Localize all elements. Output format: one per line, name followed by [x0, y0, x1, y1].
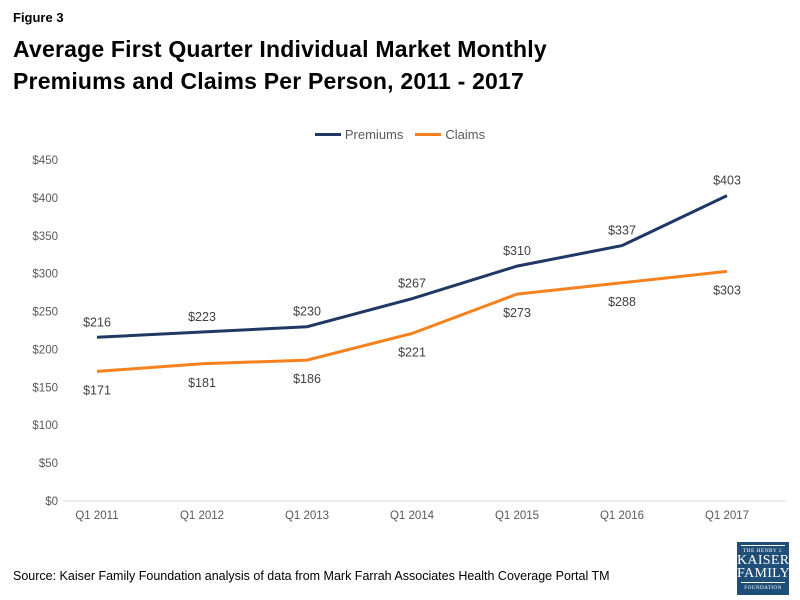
- data-label-claims: $186: [293, 372, 321, 386]
- y-tick-label: $300: [32, 269, 58, 281]
- x-tick-label: Q1 2017: [705, 510, 749, 522]
- x-tick-label: Q1 2015: [495, 510, 539, 522]
- data-label-premiums: $230: [293, 305, 321, 319]
- kff-logo: THE HENRY J. KAISER FAMILY FOUNDATION: [737, 542, 791, 595]
- figure-number: Figure 3: [13, 10, 64, 25]
- claims-line-swatch: [415, 133, 442, 136]
- y-tick-label: $100: [32, 420, 58, 432]
- legend-label-premiums: Premiums: [344, 127, 404, 142]
- data-label-claims: $221: [398, 346, 426, 360]
- y-tick-label: $350: [32, 231, 58, 243]
- data-label-claims: $181: [188, 376, 216, 390]
- logo-top-text: THE HENRY J.: [741, 545, 785, 554]
- data-label-claims: $171: [83, 383, 111, 397]
- y-tick-label: $150: [32, 382, 58, 394]
- data-label-premiums: $216: [83, 315, 111, 329]
- data-label-claims: $288: [608, 295, 636, 309]
- series-line-claims: [96, 269, 728, 373]
- legend-item-premiums: Premiums: [314, 127, 404, 142]
- data-label-premiums: $267: [398, 277, 426, 291]
- data-label-premiums: $310: [503, 244, 531, 258]
- data-label-claims: $273: [503, 306, 531, 320]
- x-tick-label: Q1 2014: [390, 510, 435, 522]
- legend-item-claims: Claims: [415, 127, 485, 142]
- y-tick-label: $0: [45, 496, 58, 508]
- premiums-line-swatch: [314, 133, 341, 136]
- legend-label-claims: Claims: [445, 127, 486, 142]
- chart-legend: Premiums Claims: [0, 127, 800, 142]
- y-tick-label: $250: [32, 307, 58, 319]
- source-note: Source: Kaiser Family Foundation analysi…: [13, 569, 610, 583]
- chart-title-line-2: Premiums and Claims Per Person, 2011 - 2…: [13, 68, 525, 94]
- y-tick-label: $50: [39, 458, 58, 470]
- chart-title: Average First Quarter Individual Market …: [13, 33, 547, 97]
- y-tick-label: $400: [32, 193, 58, 205]
- chart-svg: $0 $50 $100 $150 $200 $250 $300 $350 $400 $450 Q1 …: [32, 155, 786, 522]
- y-tick-label: $450: [32, 155, 58, 167]
- x-tick-label: Q1 2013: [285, 510, 329, 522]
- y-tick-label: $200: [32, 344, 58, 356]
- logo-name-line-2: FAMILY: [737, 566, 791, 581]
- data-label-premiums: $403: [713, 174, 741, 188]
- data-label-claims: $303: [713, 283, 741, 297]
- logo-name-line-1: KAISER: [737, 553, 790, 568]
- x-tick-label: Q1 2016: [600, 510, 644, 522]
- x-tick-label: Q1 2012: [180, 510, 224, 522]
- data-label-premiums: $223: [188, 310, 216, 324]
- x-tick-label: Q1 2011: [75, 510, 118, 522]
- chart-title-line-1: Average First Quarter Individual Market …: [13, 36, 547, 62]
- data-label-premiums: $337: [608, 224, 636, 238]
- series-line-premiums: [96, 194, 728, 339]
- logo-bottom-text: FOUNDATION: [741, 582, 785, 591]
